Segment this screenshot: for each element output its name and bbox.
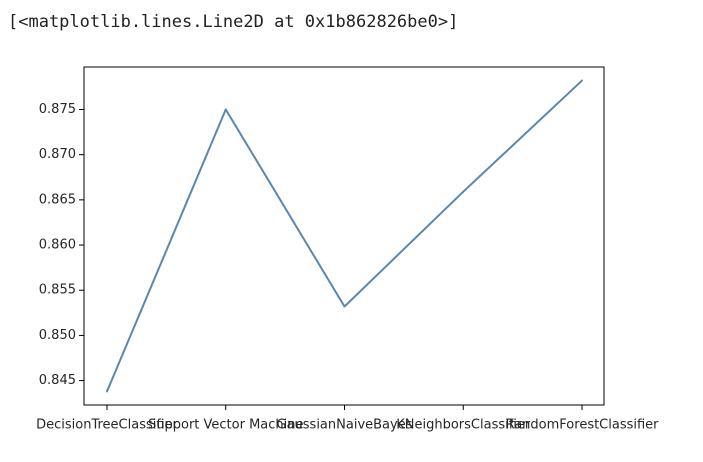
plot-area bbox=[83, 66, 605, 406]
cell-output-repr: [<matplotlib.lines.Line2D at 0x1b862826b… bbox=[8, 12, 459, 32]
x-tick-label: RandomForestClassifier bbox=[505, 418, 659, 433]
y-tick-label: 0.850 bbox=[39, 328, 76, 343]
x-tick-label: DecisionTreeClassifier bbox=[36, 418, 178, 433]
data-point bbox=[581, 79, 583, 82]
y-tick-label: 0.875 bbox=[39, 102, 76, 117]
data-point bbox=[343, 305, 346, 308]
x-tick-label: GaussianNaiveBayes bbox=[277, 418, 413, 433]
y-axis: 0.845 0.850 0.855 0.860 0.865 0.870 0.875 bbox=[39, 102, 84, 388]
y-tick-label: 0.860 bbox=[39, 238, 76, 253]
x-tick-label: Support Vector Machine bbox=[148, 418, 304, 433]
data-point bbox=[462, 190, 465, 193]
x-tick-label: KNeighborsClassifier bbox=[396, 418, 531, 433]
data-point bbox=[224, 108, 227, 111]
y-tick-label: 0.870 bbox=[39, 147, 76, 162]
data-point bbox=[106, 390, 108, 393]
y-tick-label: 0.845 bbox=[39, 373, 76, 388]
y-tick-label: 0.865 bbox=[39, 192, 76, 207]
y-tick-label: 0.855 bbox=[39, 283, 76, 298]
